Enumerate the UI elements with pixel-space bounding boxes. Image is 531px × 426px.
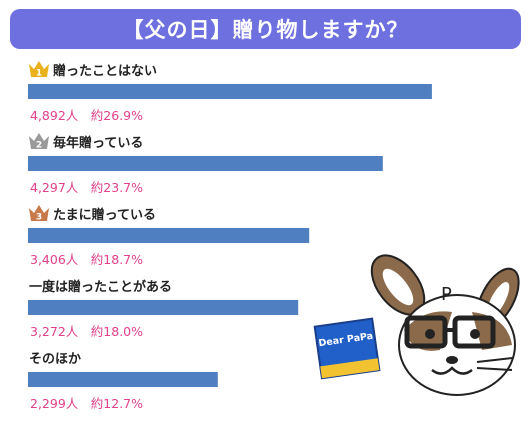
value-label: 3,272人 約18.0% — [30, 324, 143, 339]
category-label: 一度は贈ったことがある — [29, 279, 172, 295]
value-label: 4,892人 約26.9% — [30, 108, 143, 123]
bar — [28, 228, 310, 243]
bar — [28, 84, 432, 99]
category-label: 毎年贈っている — [53, 135, 143, 151]
svg-text:P: P — [441, 284, 452, 305]
chart-title: 【父の日】贈り物しますか？ — [122, 18, 409, 42]
bar — [28, 300, 299, 315]
svg-text:3: 3 — [36, 213, 42, 223]
value-label: 3,406人 約18.7% — [30, 252, 143, 267]
rank-crown-icon: 3 — [29, 205, 49, 223]
title-bar: 【父の日】贈り物しますか？ — [10, 9, 521, 49]
rank-crown-icon: 2 — [29, 133, 49, 151]
bar — [28, 156, 383, 171]
category-label: 贈ったことはない — [53, 63, 157, 79]
rabbit-mascot-icon: Dear PaPa — [313, 254, 520, 396]
category-label: そのほか — [29, 352, 81, 367]
letter-p-mark: P — [441, 284, 452, 305]
value-label: 4,297人 約23.7% — [30, 180, 143, 195]
svg-text:2: 2 — [36, 141, 42, 151]
category-label: たまに贈っている — [53, 207, 156, 223]
value-label: 2,299人 約12.7% — [30, 396, 143, 411]
svg-text:1: 1 — [36, 69, 42, 79]
bar — [28, 372, 218, 387]
rank-crown-icon: 1 — [29, 61, 49, 79]
